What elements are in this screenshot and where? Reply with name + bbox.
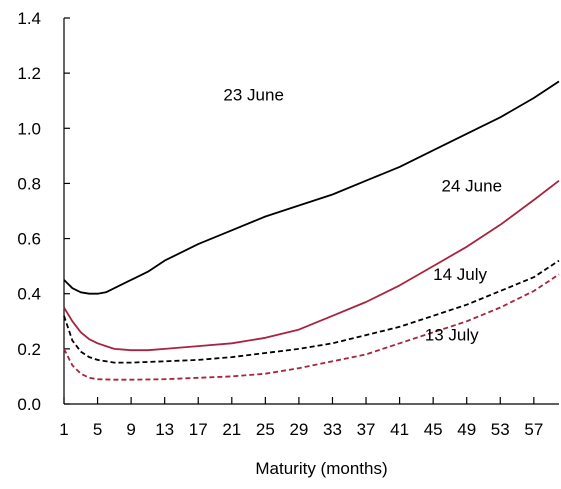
y-tick-label: 1.2	[17, 64, 41, 83]
x-tick-label: 25	[256, 420, 275, 439]
series-label-14-july: 14 July	[433, 265, 487, 284]
x-tick-label: 9	[126, 420, 135, 439]
x-tick-label: 33	[323, 420, 342, 439]
series-line-24-june	[63, 179, 560, 352]
x-tick-label: 21	[222, 420, 241, 439]
x-tick-label: 53	[491, 420, 510, 439]
series-line-14-july	[63, 259, 560, 364]
series-group	[63, 80, 560, 381]
y-tick-label: 1.0	[17, 119, 41, 138]
y-tick-label: 0.4	[17, 285, 41, 304]
x-tick-label: 5	[93, 420, 102, 439]
series-line-23-june	[63, 80, 560, 295]
x-tick-label: 17	[189, 420, 208, 439]
y-tick-label: 0.0	[17, 395, 41, 414]
x-tick-label: 45	[424, 420, 443, 439]
series-label-13-july: 13 July	[425, 326, 479, 345]
x-tick-label: 49	[457, 420, 476, 439]
x-tick-label: 13	[155, 420, 174, 439]
x-tick-label: 37	[357, 420, 376, 439]
y-tick-label: 0.8	[17, 174, 41, 193]
series-line-13-july	[63, 273, 560, 381]
axes: 0.0 0.2 0.4 0.6 0.8 1.0 1.2 1.4 1 5 9 13 17 21 25 29 33 3…	[17, 9, 559, 439]
x-tick-label: 29	[289, 420, 308, 439]
y-tick-label: 0.6	[17, 230, 41, 249]
y-tick-label: 0.2	[17, 340, 41, 359]
x-tick-label: 1	[59, 420, 68, 439]
series-labels: 23 June 24 June 14 July 13 July	[223, 86, 502, 345]
x-axis-title: Maturity (months)	[255, 459, 387, 478]
x-tick-label: 41	[390, 420, 409, 439]
series-label-24-june: 24 June	[442, 177, 503, 196]
series-label-23-june: 23 June	[223, 86, 284, 105]
x-tick-label: 57	[524, 420, 543, 439]
y-tick-label: 1.4	[17, 9, 41, 28]
